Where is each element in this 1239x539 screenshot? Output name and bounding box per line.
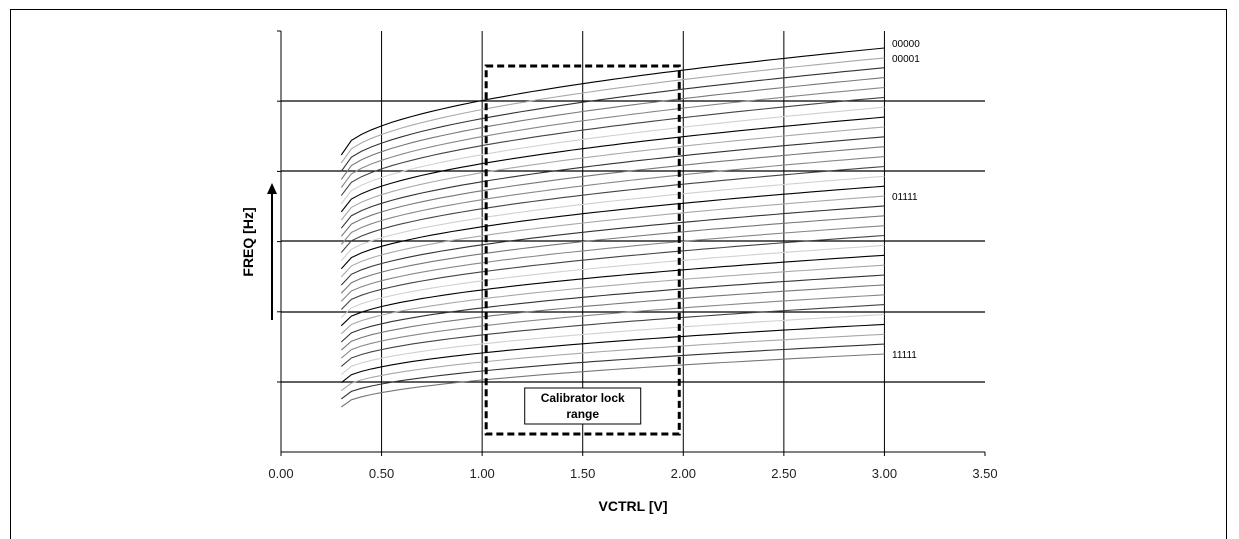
series-label-01111: 01111 bbox=[892, 192, 918, 203]
lock-range-box bbox=[484, 64, 681, 436]
curve-24 bbox=[340, 284, 885, 351]
curve-21 bbox=[340, 254, 885, 327]
x-tick-label-4: 2.00 bbox=[671, 466, 696, 481]
curve-8 bbox=[340, 126, 885, 221]
curve-19 bbox=[340, 234, 885, 310]
x-tick-label-6: 3.00 bbox=[872, 466, 897, 481]
curve-3 bbox=[340, 77, 885, 180]
axes bbox=[277, 30, 986, 456]
curve-20 bbox=[340, 244, 885, 318]
curve-14 bbox=[340, 185, 885, 270]
curve-31 bbox=[340, 353, 885, 408]
curve-5 bbox=[340, 96, 885, 196]
curve-10 bbox=[340, 146, 885, 237]
curves bbox=[340, 47, 885, 408]
series-label-00000: 00000 bbox=[892, 39, 920, 50]
curve-18 bbox=[340, 225, 885, 302]
curve-30 bbox=[340, 343, 885, 400]
curve-17 bbox=[340, 215, 885, 294]
lock-range-label-line-1: Calibrator lock bbox=[541, 391, 625, 405]
y-axis-title: FREQ [Hz] bbox=[240, 207, 256, 276]
figure-frame bbox=[10, 9, 1227, 539]
y-axis-arrow bbox=[267, 183, 277, 320]
curve-0 bbox=[340, 47, 885, 156]
curve-23 bbox=[340, 274, 885, 343]
curve-1 bbox=[340, 57, 885, 164]
curve-4 bbox=[340, 86, 885, 188]
x-tick-label-1: 0.50 bbox=[369, 466, 394, 481]
lock-range-label-box bbox=[524, 387, 642, 425]
curve-6 bbox=[340, 106, 885, 205]
x-tick-label-5: 2.50 bbox=[771, 466, 796, 481]
curve-28 bbox=[340, 323, 885, 384]
curve-29 bbox=[340, 333, 885, 392]
curve-16 bbox=[340, 205, 885, 286]
curve-15 bbox=[340, 195, 885, 278]
calibrator-lock-range: Calibrator lock range bbox=[484, 64, 681, 436]
series-label-00001: 00001 bbox=[892, 54, 920, 65]
curve-2 bbox=[340, 67, 885, 172]
x-tick-labels: 0.00 0.50 1.00 1.50 2.00 2.50 3.00 3.50 bbox=[268, 466, 997, 481]
curve-11 bbox=[340, 156, 885, 245]
x-axis-title: VCTRL [V] bbox=[599, 498, 668, 514]
x-tick-label-2: 1.00 bbox=[469, 466, 494, 481]
curve-26 bbox=[340, 304, 885, 367]
series-label-11111: 11111 bbox=[892, 350, 917, 361]
lock-range-label-line-2: range bbox=[566, 407, 599, 421]
curve-9 bbox=[340, 136, 885, 229]
curve-12 bbox=[340, 165, 885, 253]
series-labels: 00000 00001 01111 11111 bbox=[892, 39, 920, 361]
x-tick-label-7: 3.50 bbox=[972, 466, 997, 481]
curve-22 bbox=[340, 264, 885, 335]
x-tick-label-3: 1.50 bbox=[570, 466, 595, 481]
curve-27 bbox=[340, 313, 885, 375]
curve-7 bbox=[340, 116, 885, 213]
curve-13 bbox=[340, 175, 885, 262]
x-tick-label-0: 0.00 bbox=[268, 466, 293, 481]
curve-25 bbox=[340, 294, 885, 359]
